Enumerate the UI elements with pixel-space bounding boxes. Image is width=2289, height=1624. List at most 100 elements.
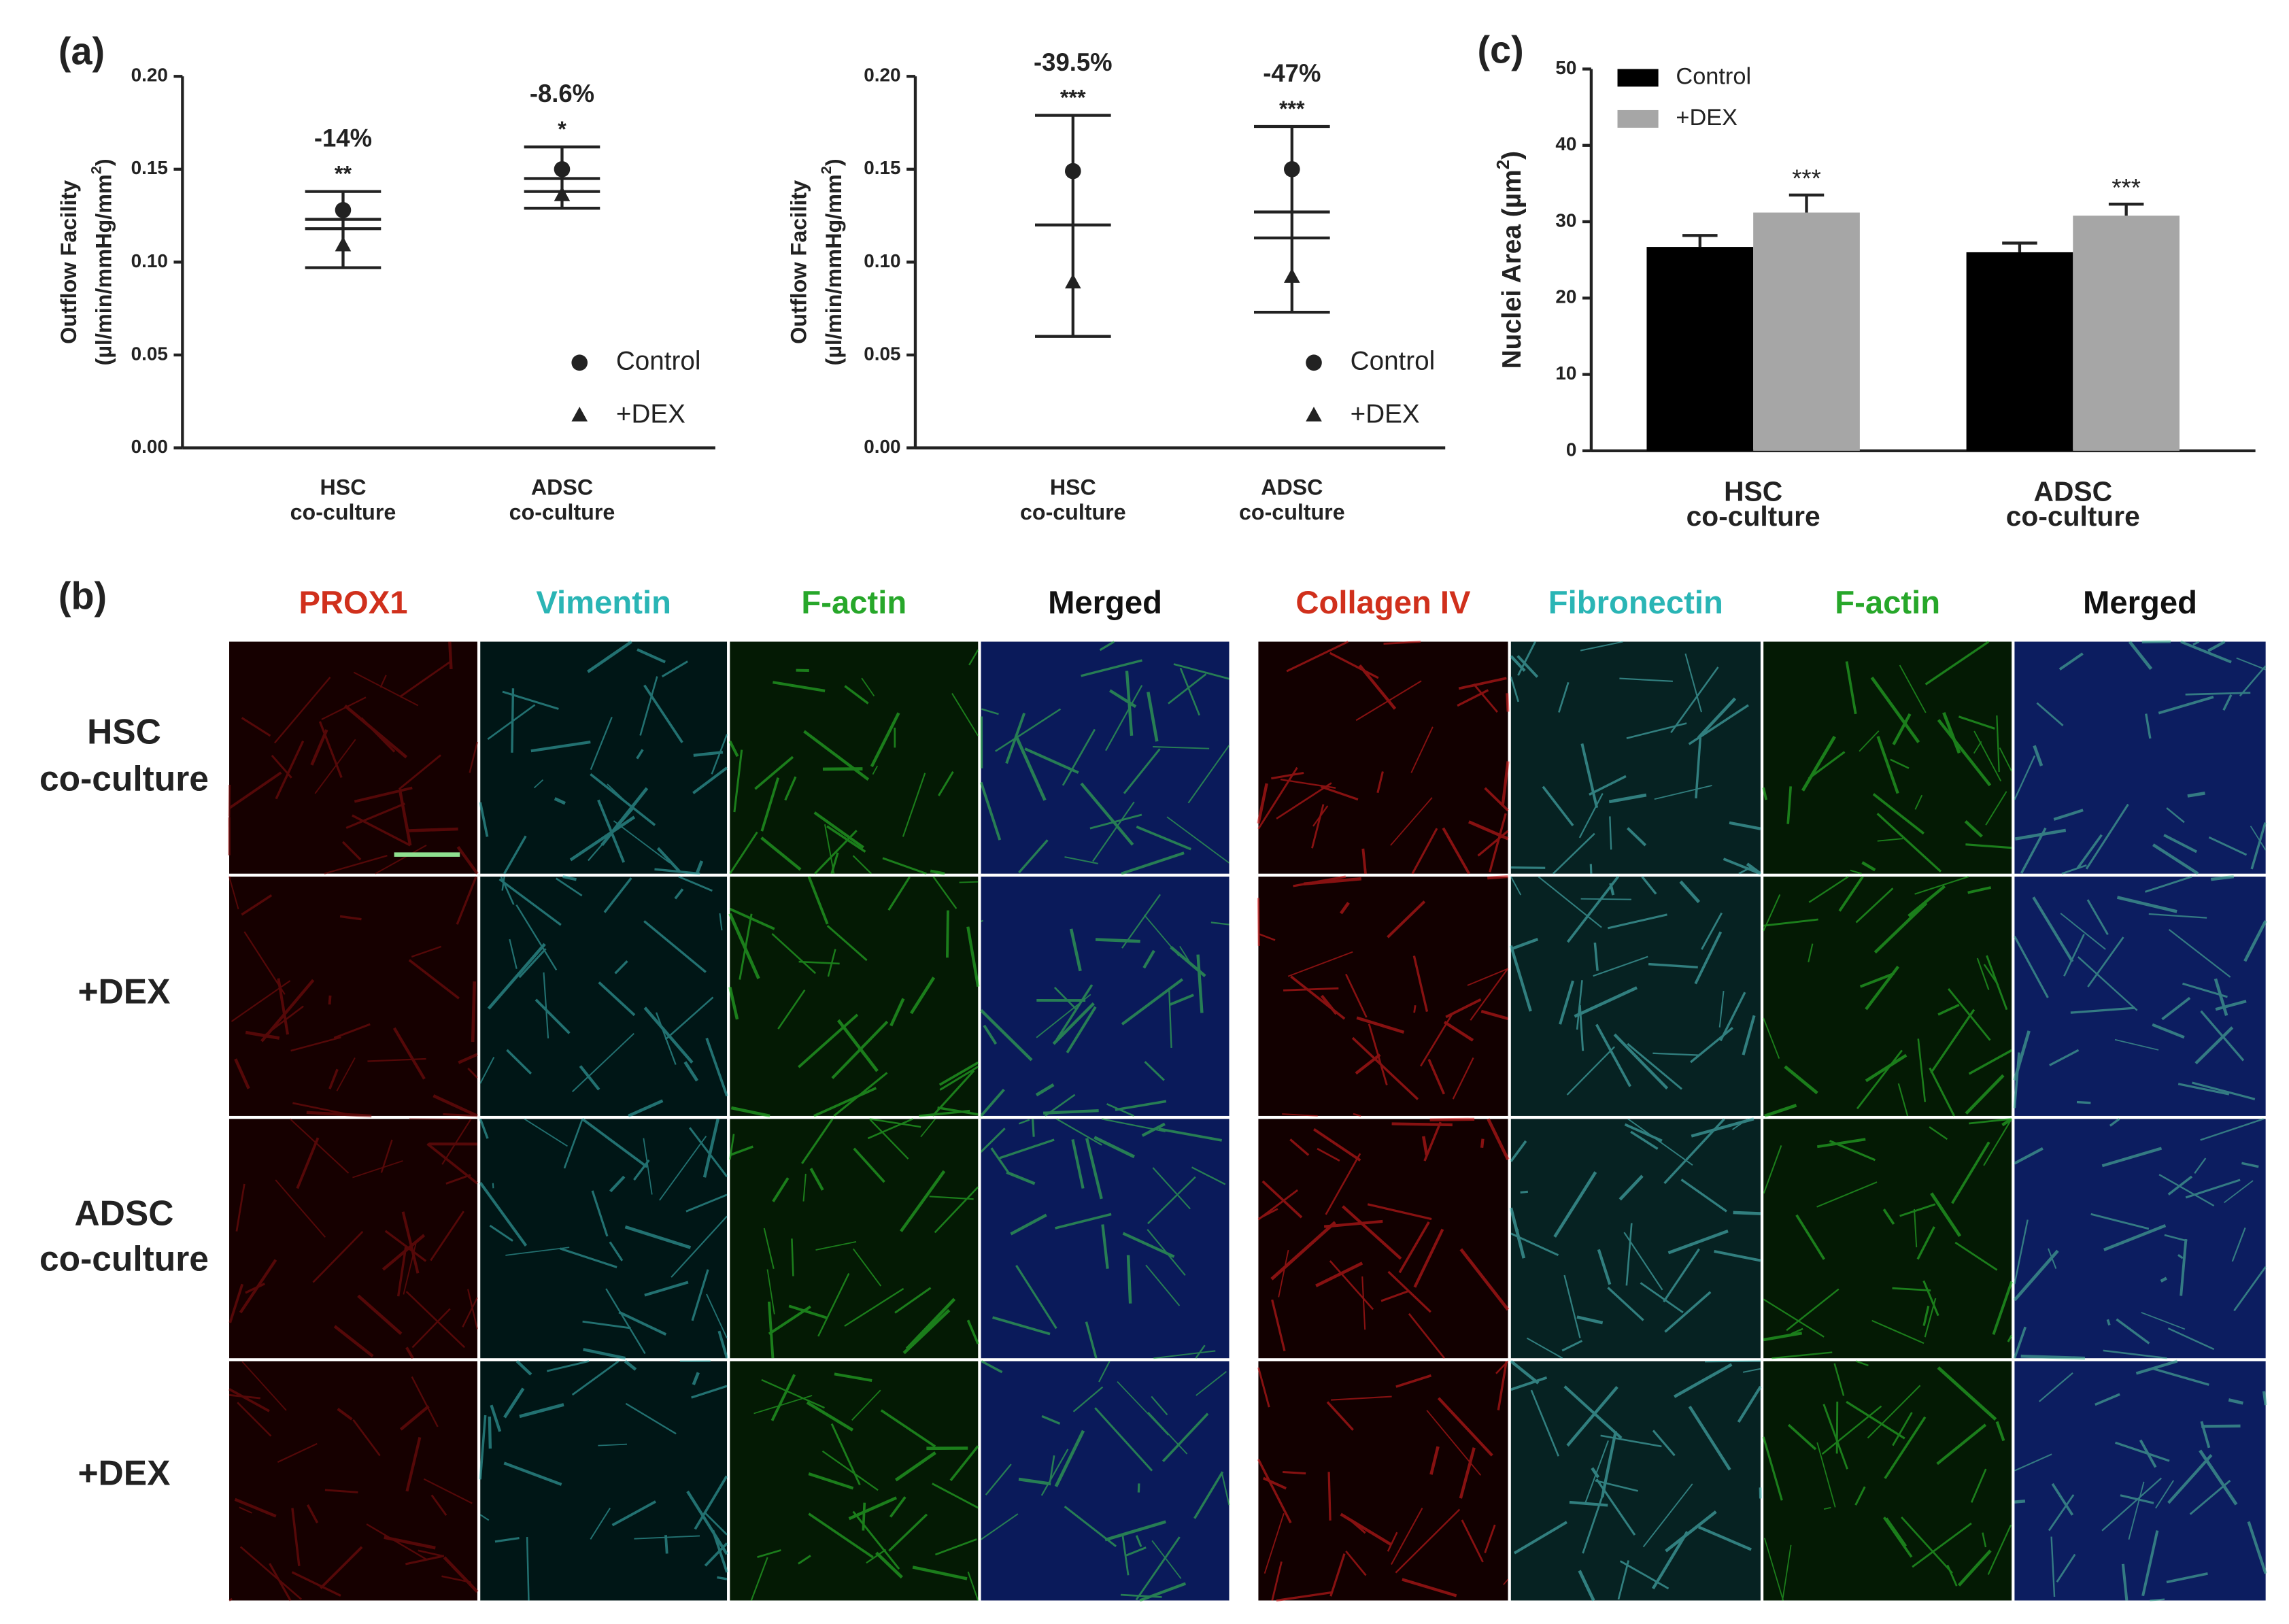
fiber (1873, 902, 1928, 954)
fiber (1340, 1512, 1392, 1546)
fiber (2236, 657, 2267, 671)
fiber (2061, 864, 2087, 875)
fiber (1095, 938, 1140, 943)
fiber (1595, 1024, 1631, 1087)
fiber (2214, 978, 2228, 1016)
fiber (939, 1066, 979, 1091)
column-header: F-actin (1835, 585, 1940, 621)
micrograph (730, 1361, 979, 1601)
micrograph (2014, 1119, 2266, 1359)
fiber (1221, 1473, 1230, 1506)
micrograph (480, 1119, 728, 1359)
panel-label: (c) (1477, 28, 1523, 71)
fiber (870, 712, 900, 768)
fiber (1733, 1211, 1761, 1215)
fiber (1278, 1249, 1289, 1298)
fiber (1342, 1205, 1402, 1260)
micrograph-texture (479, 875, 728, 1118)
data-point (554, 186, 571, 201)
fiber (2014, 1147, 2044, 1165)
micrograph (1763, 1119, 2012, 1359)
fiber (1152, 1167, 1191, 1210)
fiber (2014, 828, 2067, 841)
change-label: -8.6% (530, 80, 594, 107)
fiber (563, 1118, 583, 1169)
fiber (245, 1283, 265, 1294)
fiber (1742, 1368, 1761, 1373)
fiber (1742, 1015, 1756, 1055)
fiber (729, 831, 758, 875)
fiber (1595, 1478, 1636, 1536)
fiber (352, 814, 411, 847)
micrograph (1258, 641, 1508, 874)
fiber (1695, 735, 1702, 799)
fiber (1510, 676, 1520, 703)
y-axis-label-part: 2 (1494, 160, 1513, 169)
y-tick-label: 50 (1555, 57, 1576, 78)
fiber (469, 741, 479, 773)
x-tick-label: HSC (1050, 475, 1096, 499)
fiber (487, 704, 536, 741)
fiber (1411, 828, 1438, 875)
micrograph-texture (1509, 875, 1756, 1096)
micrograph (1258, 877, 1508, 1116)
fiber (1358, 664, 1397, 710)
x-tick-label: co-culture (1686, 501, 1820, 532)
row-label: +DEX (78, 1453, 170, 1492)
fiber (1044, 1094, 1076, 1117)
fiber (1985, 791, 2007, 826)
fiber (418, 1549, 443, 1557)
fiber (341, 841, 362, 861)
fiber (1784, 1065, 1818, 1095)
fiber (1210, 921, 1230, 926)
fiber (2103, 1349, 2167, 1359)
fiber (1459, 1447, 1476, 1499)
fiber (1580, 743, 1599, 809)
fiber (1495, 1360, 1509, 1374)
fiber (352, 1419, 381, 1457)
fiber (228, 876, 239, 910)
x-tick-label: ADSC (531, 475, 593, 499)
fiber (1574, 986, 1638, 1018)
fiber (809, 1168, 824, 1191)
fiber (290, 1036, 341, 1052)
fiber (1791, 1327, 1803, 1335)
fiber (1870, 676, 1920, 743)
fiber (1093, 1136, 1136, 1159)
fiber (1838, 875, 1864, 912)
fiber (1276, 782, 1332, 819)
fiber (479, 1181, 528, 1247)
fiber (1816, 1442, 1836, 1508)
fiber (611, 1500, 656, 1527)
fiber (2114, 1038, 2159, 1051)
fiber (2120, 1494, 2154, 1504)
fiber (1510, 937, 1539, 951)
fiber (1472, 683, 1498, 713)
fiber (692, 766, 728, 794)
fiber (479, 1415, 487, 1480)
fiber (2085, 803, 2129, 870)
fiber (556, 877, 583, 897)
fiber (384, 1536, 436, 1550)
fiber (678, 875, 713, 892)
fiber (228, 1388, 270, 1412)
fiber (1445, 998, 1482, 1019)
fiber (533, 779, 544, 789)
fiber (814, 830, 858, 875)
fiber (1041, 1415, 1061, 1425)
fiber (1139, 1582, 1187, 1602)
fiber (844, 1287, 904, 1327)
fiber (2180, 1238, 2188, 1296)
fiber (337, 1408, 353, 1421)
fiber (1691, 1117, 1754, 1138)
fiber (1589, 775, 1627, 796)
micrograph-texture (980, 894, 1230, 1117)
fiber (411, 1376, 439, 1427)
fiber (1141, 1122, 1166, 1137)
fiber (643, 684, 683, 743)
y-axis-label: Outflow Facility (786, 180, 811, 344)
fiber (1320, 785, 1359, 801)
fiber (1145, 1264, 1181, 1306)
fiber (430, 1494, 447, 1517)
